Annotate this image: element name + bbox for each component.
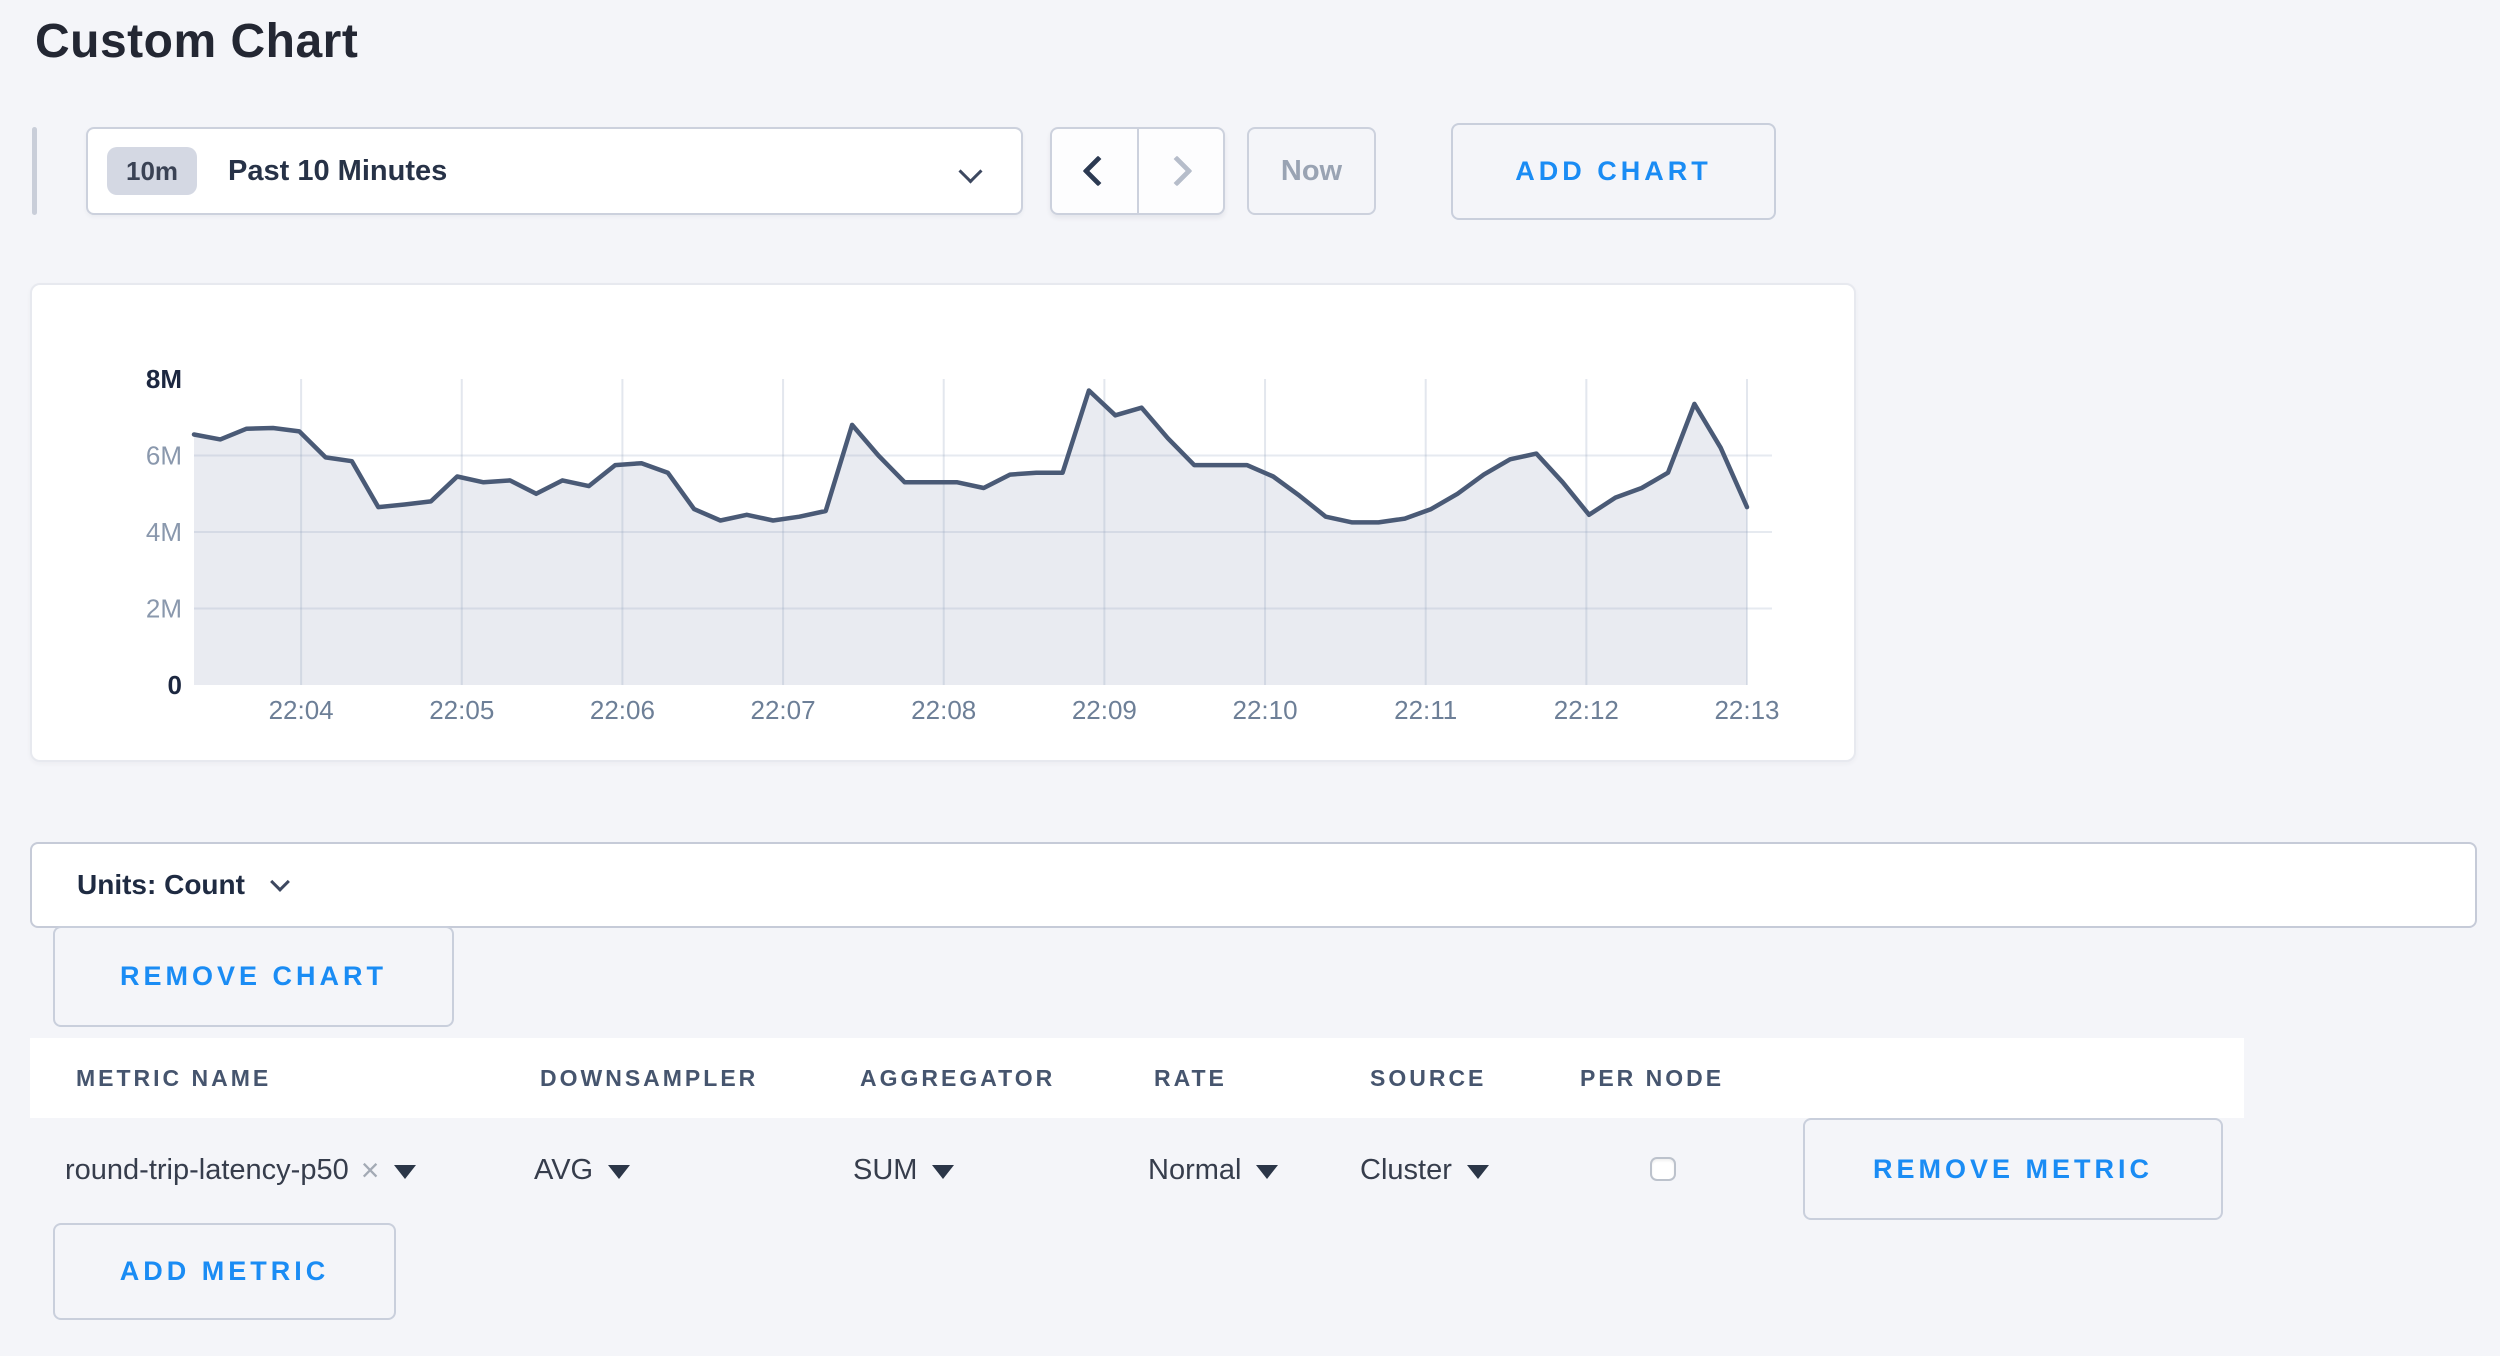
header-aggregator: AGGREGATOR: [860, 1064, 1056, 1091]
header-per-node: PER NODE: [1580, 1064, 1725, 1091]
metrics-table-header: METRIC NAME DOWNSAMPLER AGGREGATOR RATE …: [30, 1038, 2244, 1118]
svg-text:6M: 6M: [146, 441, 182, 471]
clear-metric-icon[interactable]: ×: [360, 1151, 380, 1188]
svg-text:22:13: 22:13: [1714, 695, 1779, 725]
chevron-down-icon: [270, 872, 290, 892]
timeseries-chart: 22:04 22:05 22:06 22:07 22:08 22:09 22:10 22:11…: [146, 364, 1780, 725]
chevron-left-icon: [1082, 155, 1114, 187]
units-dropdown[interactable]: Units: Count: [30, 842, 2477, 928]
now-button[interactable]: Now: [1247, 127, 1376, 215]
timescale-dropdown[interactable]: 10m Past 10 Minutes: [86, 127, 1023, 215]
aggregator-dropdown[interactable]: SUM: [853, 1118, 955, 1222]
header-source: SOURCE: [1370, 1064, 1487, 1091]
chevron-right-icon: [1161, 155, 1193, 187]
rate-value: Normal: [1148, 1153, 1242, 1186]
chevron-down-icon: [958, 159, 983, 184]
per-node-checkbox[interactable]: [1650, 1157, 1676, 1181]
caret-down-icon: [932, 1165, 955, 1179]
header-metric-name: METRIC NAME: [76, 1064, 272, 1091]
svg-text:22:07: 22:07: [751, 695, 816, 725]
toolbar-accent-bar: [32, 127, 37, 215]
svg-text:22:04: 22:04: [269, 695, 334, 725]
source-value: Cluster: [1360, 1153, 1452, 1186]
downsampler-value: AVG: [534, 1153, 594, 1186]
header-downsampler: DOWNSAMPLER: [540, 1064, 759, 1091]
remove-chart-button[interactable]: REMOVE CHART: [53, 926, 454, 1027]
timescale-badge: 10m: [107, 147, 198, 195]
timescale-label: Past 10 Minutes: [228, 154, 448, 187]
caret-down-icon: [1256, 1165, 1279, 1179]
svg-text:22:10: 22:10: [1232, 695, 1297, 725]
svg-text:22:08: 22:08: [911, 695, 976, 725]
add-chart-button[interactable]: ADD CHART: [1451, 123, 1776, 220]
chart-card: 22:04 22:05 22:06 22:07 22:08 22:09 22:10 22:11…: [30, 283, 1856, 762]
svg-text:22:05: 22:05: [429, 695, 494, 725]
aggregator-value: SUM: [853, 1153, 918, 1186]
metric-name-value: round-trip-latency-p50: [65, 1153, 349, 1186]
caret-down-icon: [1466, 1165, 1489, 1179]
downsampler-dropdown[interactable]: AVG: [534, 1118, 631, 1222]
units-label: Units: Count: [77, 869, 245, 900]
remove-metric-button[interactable]: REMOVE METRIC: [1803, 1118, 2223, 1220]
svg-text:0: 0: [168, 670, 182, 700]
svg-text:8M: 8M: [146, 364, 182, 394]
metric-table-row: round-trip-latency-p50 × AVG SUM Normal …: [0, 1118, 2500, 1222]
rate-dropdown[interactable]: Normal: [1148, 1118, 1279, 1222]
svg-text:22:06: 22:06: [590, 695, 655, 725]
header-rate: RATE: [1154, 1064, 1227, 1091]
time-nav-group: [1050, 127, 1225, 215]
svg-text:2M: 2M: [146, 594, 182, 624]
svg-text:22:09: 22:09: [1072, 695, 1137, 725]
time-next-button[interactable]: [1136, 129, 1224, 213]
svg-text:22:11: 22:11: [1394, 695, 1457, 725]
source-dropdown[interactable]: Cluster: [1360, 1118, 1489, 1222]
caret-down-icon: [394, 1165, 417, 1179]
caret-down-icon: [608, 1165, 631, 1179]
time-prev-button[interactable]: [1052, 129, 1137, 213]
svg-text:4M: 4M: [146, 517, 182, 547]
page-title: Custom Chart: [35, 15, 359, 68]
metric-name-dropdown[interactable]: round-trip-latency-p50 ×: [65, 1118, 417, 1222]
add-metric-button[interactable]: ADD METRIC: [53, 1223, 396, 1320]
svg-text:22:12: 22:12: [1554, 695, 1619, 725]
